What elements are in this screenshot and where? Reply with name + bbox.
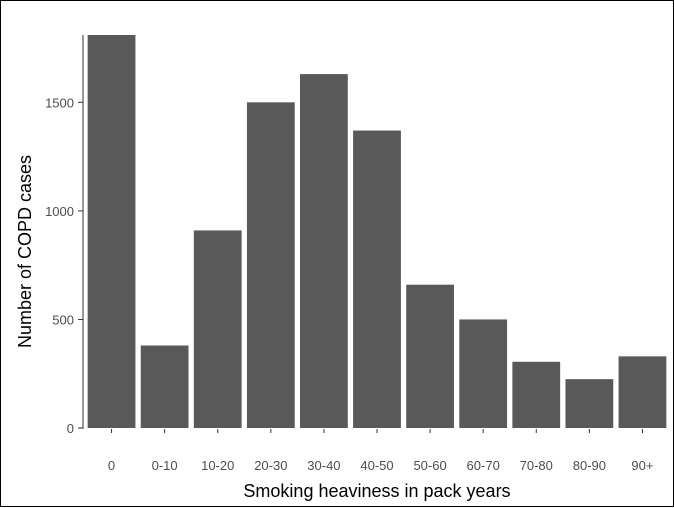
bar-80-90 xyxy=(565,379,614,428)
x-tick-label: 20-30 xyxy=(254,458,287,473)
bar-30-40 xyxy=(300,74,348,428)
x-axis-title: Smoking heaviness in pack years xyxy=(243,481,510,501)
x-tick-label: 30-40 xyxy=(307,458,340,473)
x-tick-label: 50-60 xyxy=(413,458,446,473)
y-tick-label: 500 xyxy=(52,312,74,327)
x-tick-label: 0-10 xyxy=(152,458,178,473)
x-tick-label: 90+ xyxy=(631,458,653,473)
axes xyxy=(82,35,84,429)
x-tick-label: 40-50 xyxy=(360,458,393,473)
y-tick-label: 1000 xyxy=(45,204,74,219)
x-tick-label: 60-70 xyxy=(467,458,500,473)
x-tick-label: 70-80 xyxy=(520,458,553,473)
bar-20-30 xyxy=(246,102,295,428)
x-tick-label: 80-90 xyxy=(573,458,606,473)
y-axis-title: Number of COPD cases xyxy=(15,155,35,348)
bar-70-80 xyxy=(512,361,561,428)
y-tick-label: 1500 xyxy=(45,95,74,110)
bars xyxy=(87,35,667,429)
y-tick-label: 0 xyxy=(67,421,74,436)
bar-50-60 xyxy=(406,284,454,428)
bar-60-70 xyxy=(459,319,508,428)
bar-10-20 xyxy=(193,230,242,428)
bar-40-50 xyxy=(353,130,401,429)
bar-90+ xyxy=(618,356,667,428)
x-tick-label: 10-20 xyxy=(201,458,234,473)
bar-0-10 xyxy=(140,345,189,428)
bar-0 xyxy=(87,35,136,428)
x-axis-ticks: 0 0-10 10-20 20-30 30-40 40-50 50-60 60-70 70-80… xyxy=(108,429,653,473)
x-tick-label: 0 xyxy=(108,458,115,473)
y-axis-ticks: 0 500 1000 1500 xyxy=(45,95,83,436)
